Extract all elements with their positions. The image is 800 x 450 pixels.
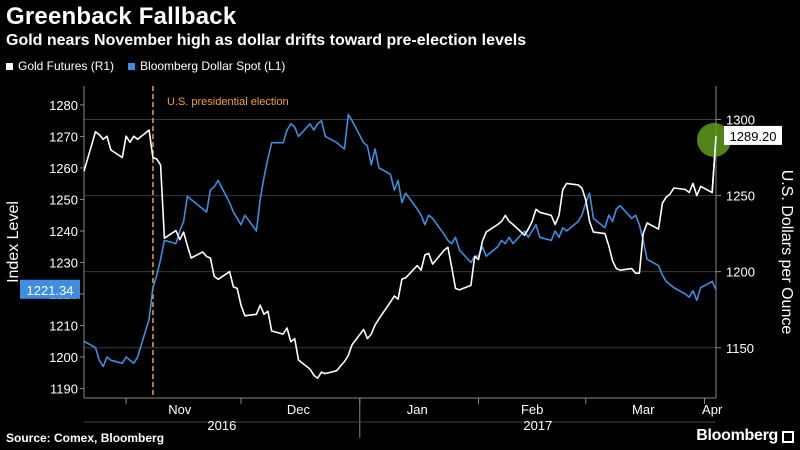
x-month-label: Nov: [168, 402, 192, 417]
x-year-label: 2016: [207, 418, 236, 433]
series-line-gold-last: [711, 135, 717, 193]
y-right-tick-label: 1200: [726, 265, 755, 280]
gold-last-value: 1289.20: [730, 129, 777, 144]
legend-item-dollar: Bloomberg Dollar Spot (L1): [128, 59, 285, 73]
x-year-label: 2017: [523, 418, 552, 433]
brand-logo: Bloomberg: [696, 427, 778, 444]
gold-last-value-box: [724, 125, 782, 145]
plot-area: [84, 86, 716, 398]
legend-label-gold: Gold Futures (R1): [18, 59, 115, 73]
x-month-label: Feb: [521, 402, 543, 417]
chart-subtitle: Gold nears November high as dollar drift…: [6, 32, 527, 49]
election-annotation: U.S. presidential election: [167, 96, 289, 108]
legend-swatch-gold: [6, 62, 13, 70]
source-note: Source: Comex, Bloomberg: [6, 431, 165, 445]
dollar-last-value-box: [20, 279, 80, 299]
y-left-tick-label: 1230: [49, 255, 78, 270]
chart-title: Greenback Fallback: [6, 3, 237, 30]
y-left-tick-label: 1210: [49, 319, 78, 334]
dollar-last-value: 1221.34: [27, 283, 74, 298]
y-left-tick-label: 1240: [49, 224, 78, 239]
bloomberg-logo-icon: [782, 431, 794, 443]
x-month-label: Apr: [702, 402, 723, 417]
y-left-tick-label: 1280: [49, 98, 78, 113]
legend-swatch-dollar: [128, 62, 136, 70]
x-month-label: Mar: [632, 402, 655, 417]
y-right-tick-label: 1300: [726, 112, 755, 127]
x-month-label: Dec: [287, 402, 311, 417]
legend-label-dollar: Bloomberg Dollar Spot (L1): [140, 59, 286, 73]
series-line-gold: [83, 129, 717, 380]
legend: Gold Futures (R1) Bloomberg Dollar Spot …: [6, 59, 285, 73]
y-left-axis-title: Index Level: [5, 201, 22, 283]
y-left-tick-label: 1250: [49, 192, 78, 207]
y-right-tick-label: 1150: [726, 341, 754, 356]
y-left-tick-label: 1200: [49, 350, 78, 365]
y-left-tick-label: 1260: [49, 161, 78, 176]
highlight-circle: [697, 122, 731, 157]
y-left-tick-label: 1190: [50, 382, 78, 397]
legend-item-gold: Gold Futures (R1): [6, 59, 114, 73]
series-line-dollar: [83, 113, 717, 368]
y-right-tick-label: 1250: [726, 189, 755, 204]
x-month-label: Jan: [407, 402, 428, 417]
y-left-tick-label: 1270: [49, 129, 78, 144]
y-right-axis-title: U.S. Dollars per Ounce: [778, 170, 795, 335]
